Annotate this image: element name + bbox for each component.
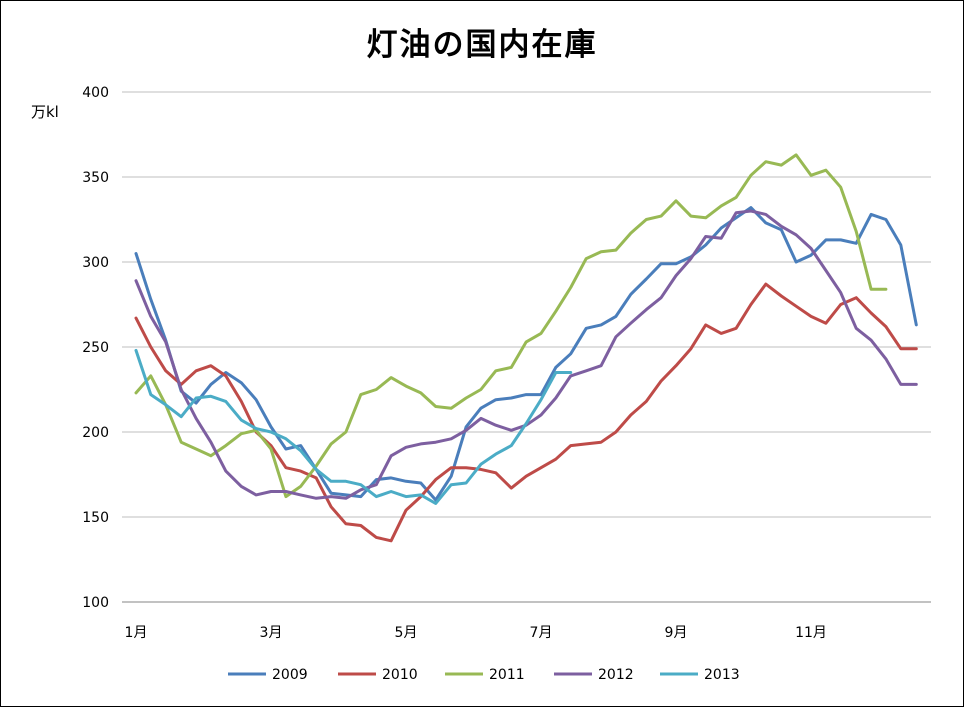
series-line-2010 [134, 282, 918, 543]
legend: 2009 2010 2011 2012 2013 [228, 667, 740, 683]
legend-label-2011: 2011 [489, 667, 525, 683]
x-tick-label-1: 1月 [125, 625, 148, 641]
y-tick-label-400: 400 [82, 85, 109, 101]
chart-title: 灯油の国内在庫 [366, 27, 598, 63]
y-axis-ticks: 100 150 200 250 300 350 400 [82, 85, 109, 611]
series-line-2009 [134, 206, 918, 502]
y-tick-label-200: 200 [82, 425, 109, 441]
y-tick-label-150: 150 [82, 510, 109, 526]
x-tick-label-7: 7月 [530, 625, 553, 641]
legend-label-2013: 2013 [704, 667, 740, 683]
y-tick-label-100: 100 [82, 595, 109, 611]
x-tick-label-3: 3月 [260, 625, 283, 641]
x-tick-label-9: 9月 [665, 625, 688, 641]
x-tick-label-5: 5月 [395, 625, 418, 641]
x-tick-label-11: 11月 [795, 625, 827, 641]
series-lines [134, 153, 918, 543]
y-axis-unit-label: 万kl [31, 103, 59, 121]
series-line-2013 [134, 348, 573, 505]
y-tick-label-250: 250 [82, 340, 109, 356]
series-line-2011 [134, 153, 888, 499]
legend-label-2010: 2010 [382, 667, 418, 683]
y-tick-label-300: 300 [82, 255, 109, 271]
legend-label-2012: 2012 [598, 667, 634, 683]
series-line-2012 [134, 209, 918, 500]
y-tick-label-350: 350 [82, 170, 109, 186]
x-axis-ticks: 1月 3月 5月 7月 9月 11月 [125, 625, 827, 641]
legend-label-2009: 2009 [272, 667, 308, 683]
gridlines [122, 91, 931, 603]
